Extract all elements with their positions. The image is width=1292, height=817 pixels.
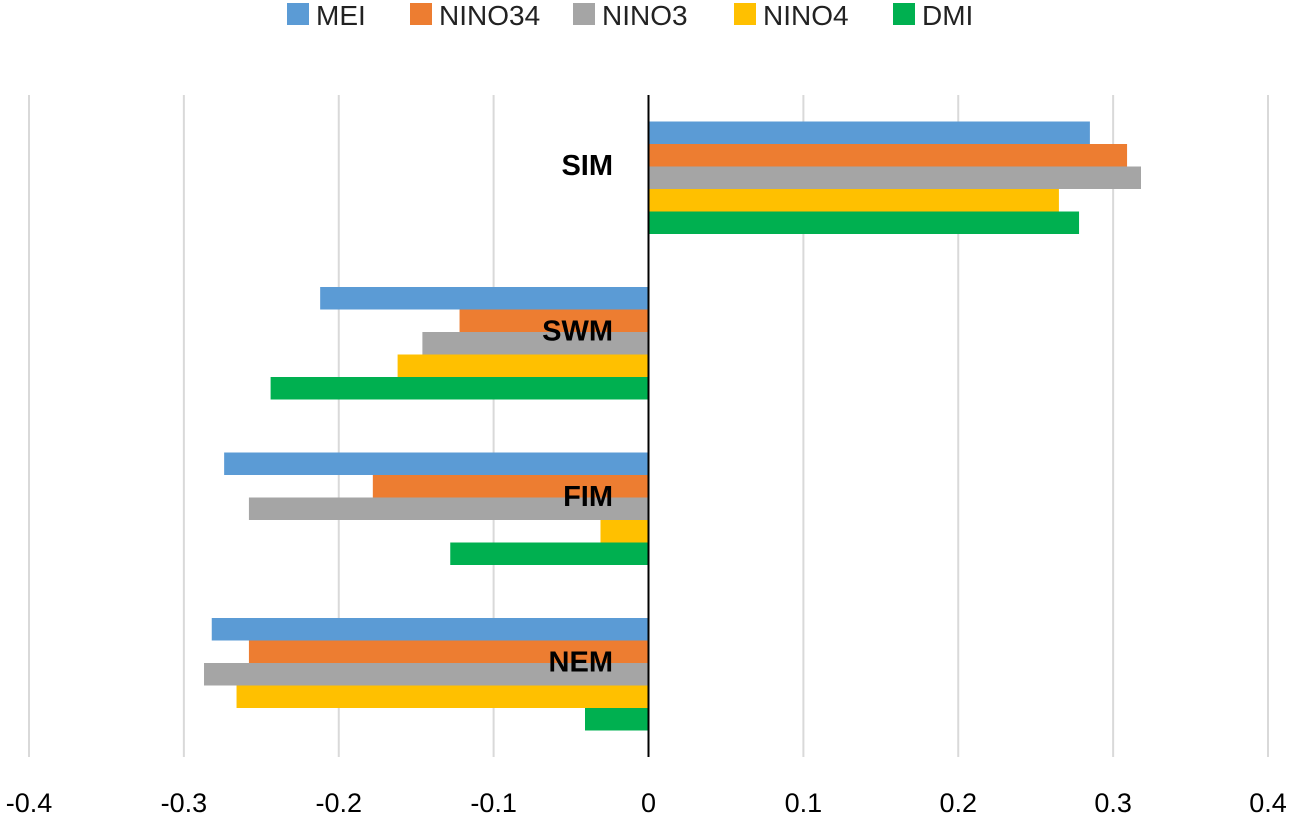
bar-swm-nino4 [397, 354, 649, 377]
legend-swatch [573, 3, 595, 25]
tick-label: 0.2 [939, 788, 977, 817]
bar-nem-nino4 [236, 685, 649, 708]
bar-swm-nino3 [422, 332, 649, 355]
bars [204, 121, 1142, 731]
bar-fim-nino34 [372, 475, 649, 498]
bar-sim-dmi [648, 211, 1080, 234]
bar-swm-nino34 [459, 309, 649, 332]
tick-label: -0.1 [470, 788, 517, 817]
legend-swatch [410, 3, 432, 25]
legend-label: NINO34 [439, 0, 540, 31]
legend-item: DMI [893, 0, 973, 31]
legend-label: NINO4 [763, 0, 849, 31]
category-label: NEM [549, 646, 613, 678]
bar-nem-nino3 [204, 663, 649, 686]
bar-swm-dmi [270, 377, 649, 400]
legend-label: DMI [922, 0, 973, 31]
category-label: SWM [542, 315, 613, 347]
category-label: SIM [561, 150, 613, 182]
bar-sim-nino34 [648, 144, 1128, 167]
tick-label: 0.3 [1094, 788, 1132, 817]
category-label: FIM [563, 481, 613, 513]
legend-label: MEI [316, 0, 366, 31]
tick-label: 0 [641, 788, 656, 817]
bar-nem-mei [211, 618, 649, 641]
tick-label: 0.1 [785, 788, 823, 817]
legend-swatch [893, 3, 915, 25]
legend-label: NINO3 [602, 0, 688, 31]
legend-swatch [287, 3, 309, 25]
legend-item: NINO4 [734, 0, 849, 31]
legend: MEI NINO34 NINO3 NINO4 DMI [287, 0, 973, 31]
tick-label: -0.4 [6, 788, 53, 817]
bar-sim-nino4 [648, 189, 1059, 212]
bar-fim-dmi [450, 542, 649, 565]
legend-item: MEI [287, 0, 366, 31]
bar-nem-nino34 [248, 640, 649, 663]
bar-sim-mei [648, 121, 1090, 144]
bar-nem-dmi [585, 708, 649, 731]
bar-fim-mei [224, 452, 649, 475]
tick-labels: -0.4 -0.3 -0.2 -0.1 0 0.1 0.2 0.3 0.4 [6, 788, 1287, 817]
category-labels: SIM SWM FIM NEM [542, 150, 613, 679]
bar-fim-nino4 [600, 520, 649, 543]
legend-item: NINO3 [573, 0, 688, 31]
legend-item: NINO34 [410, 0, 540, 31]
bar-fim-nino3 [248, 497, 649, 520]
tick-label: -0.2 [315, 788, 362, 817]
tick-label: -0.3 [161, 788, 208, 817]
bar-sim-nino3 [648, 166, 1142, 189]
tick-label: 0.4 [1249, 788, 1287, 817]
bar-swm-mei [320, 287, 649, 310]
legend-swatch [734, 3, 756, 25]
